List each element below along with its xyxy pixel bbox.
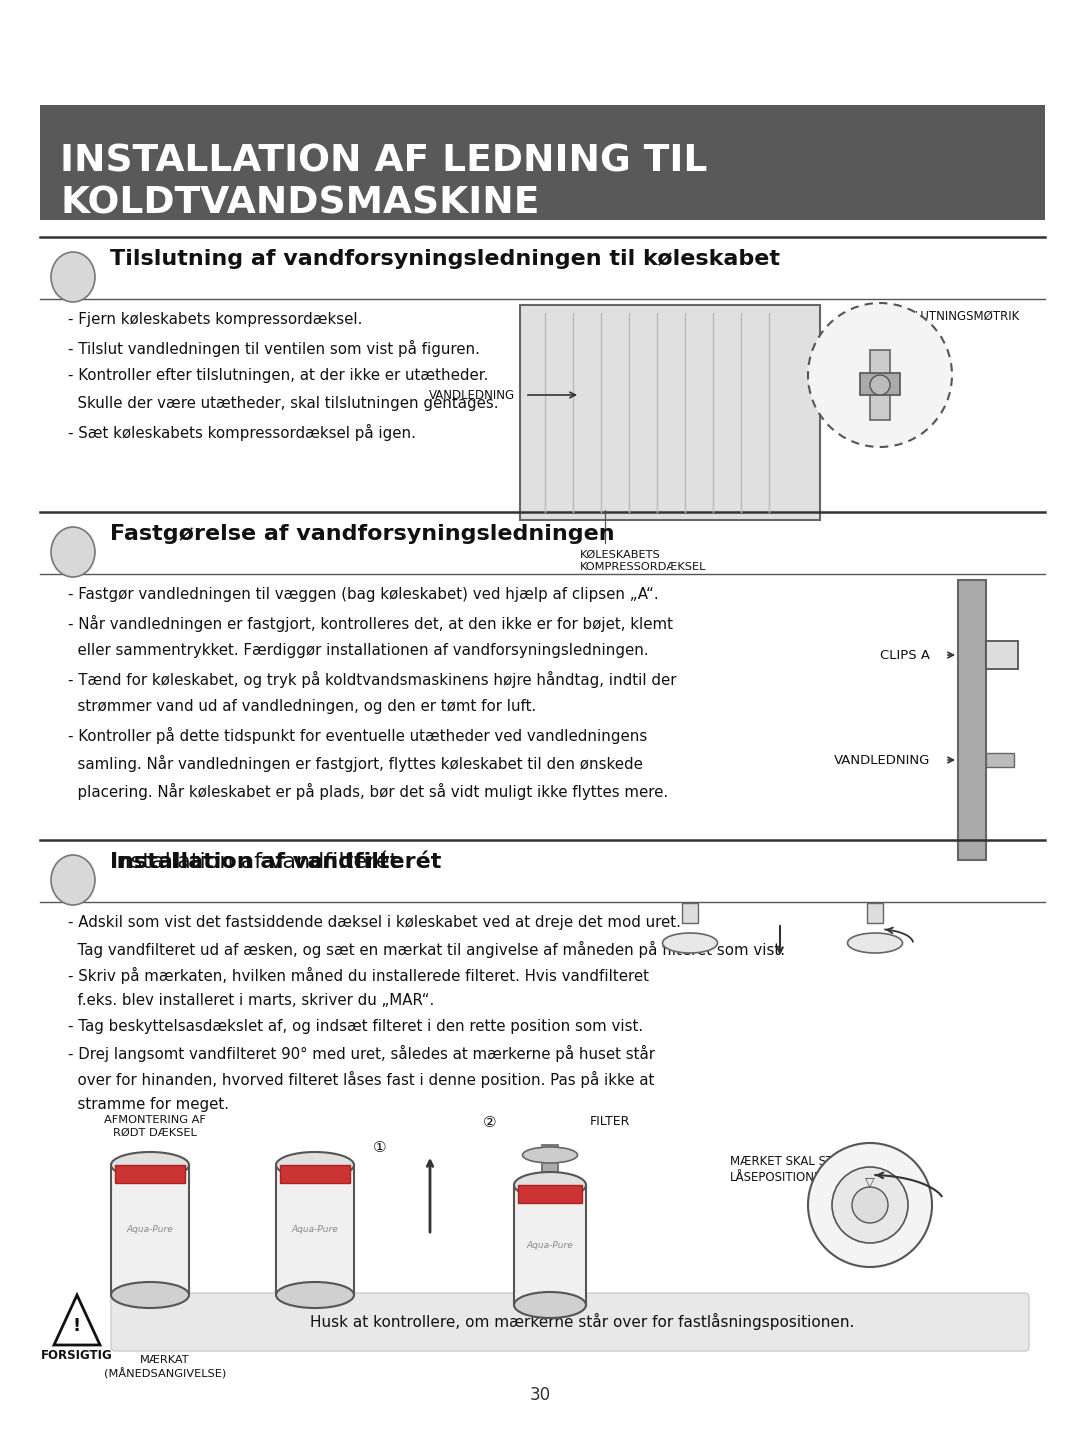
Ellipse shape <box>662 932 717 953</box>
Circle shape <box>808 303 951 447</box>
Ellipse shape <box>111 1151 189 1177</box>
Bar <box>958 580 986 860</box>
Text: f.eks. blev installeret i marts, skriver du „MAR“.: f.eks. blev installeret i marts, skriver… <box>68 993 434 1008</box>
Text: - Kontroller efter tilslutningen, at der ikke er utætheder.: - Kontroller efter tilslutningen, at der… <box>68 368 488 383</box>
Text: - Skriv på mærkaten, hvilken måned du installerede filteret. Hvis vandfilteret: - Skriv på mærkaten, hvilken måned du in… <box>68 967 649 985</box>
Text: ①: ① <box>374 1140 387 1156</box>
Text: MÆRKAT
(MÅNEDSANGIVELSE): MÆRKAT (MÅNEDSANGIVELSE) <box>104 1354 226 1379</box>
Bar <box>681 903 698 924</box>
Text: Tilslutning af vandforsyningsledningen til køleskabet: Tilslutning af vandforsyningsledningen t… <box>110 249 780 270</box>
Bar <box>40 104 1045 220</box>
Text: - Tænd for køleskabet, og tryk på koldtvandsmaskinens højre håndtag, indtil der: - Tænd for køleskabet, og tryk på koldtv… <box>68 671 676 687</box>
Text: samling. Når vandledningen er fastgjort, flyttes køleskabet til den ønskede: samling. Når vandledningen er fastgjort,… <box>68 755 643 771</box>
Bar <box>867 903 883 924</box>
Text: Aqua-Pure: Aqua-Pure <box>126 1225 174 1234</box>
Bar <box>542 1146 558 1174</box>
Text: INSTALLATION AF LEDNING TIL: INSTALLATION AF LEDNING TIL <box>60 144 707 178</box>
Text: FORSIGTIG: FORSIGTIG <box>41 1348 113 1362</box>
Ellipse shape <box>514 1172 586 1198</box>
Ellipse shape <box>111 1282 189 1308</box>
Circle shape <box>808 1143 932 1267</box>
Bar <box>276 1164 354 1295</box>
Bar <box>870 349 890 420</box>
Text: CLIPS A: CLIPS A <box>880 648 930 661</box>
Ellipse shape <box>523 1147 578 1163</box>
Bar <box>111 1164 189 1295</box>
Polygon shape <box>54 1295 100 1346</box>
Bar <box>514 1185 586 1305</box>
Text: MÆRKET SKAL STÅ OVER FOR
LÅSEPOSITIONEN.: MÆRKET SKAL STÅ OVER FOR LÅSEPOSITIONEN. <box>730 1156 905 1185</box>
Ellipse shape <box>51 526 95 577</box>
Text: - Sæt køleskabets kompressordæksel på igen.: - Sæt køleskabets kompressordæksel på ig… <box>68 423 416 441</box>
Text: - Adskil som vist det fastsiddende dæksel i køleskabet ved at dreje det mod uret: - Adskil som vist det fastsiddende dækse… <box>68 915 680 929</box>
Ellipse shape <box>848 932 903 953</box>
Text: 30: 30 <box>529 1386 551 1404</box>
Text: Aqua-Pure: Aqua-Pure <box>527 1241 573 1250</box>
Text: - Når vandledningen er fastgjort, kontrolleres det, at den ikke er for bøjet, kl: - Når vandledningen er fastgjort, kontro… <box>68 615 673 632</box>
Ellipse shape <box>514 1292 586 1318</box>
FancyBboxPatch shape <box>111 1293 1029 1351</box>
Ellipse shape <box>51 252 95 302</box>
Text: Skulle der være utætheder, skal tilslutningen gentages.: Skulle der være utætheder, skal tilslutn… <box>68 396 499 410</box>
Bar <box>860 373 900 394</box>
Text: - Fastgør vandledningen til væggen (bag køleskabet) ved hjælp af clipsen „A“.: - Fastgør vandledningen til væggen (bag … <box>68 587 659 602</box>
Text: strømmer vand ud af vandledningen, og den er tømt for luft.: strømmer vand ud af vandledningen, og de… <box>68 699 537 713</box>
Text: VANDLEDNING: VANDLEDNING <box>429 389 515 402</box>
Text: Tag vandfilteret ud af æsken, og sæt en mærkat til angivelse af måneden på filte: Tag vandfilteret ud af æsken, og sæt en … <box>68 941 785 958</box>
Text: Fastgørelse af vandforsyningsledningen: Fastgørelse af vandforsyningsledningen <box>110 523 615 544</box>
Text: - Fjern køleskabets kompressordæksel.: - Fjern køleskabets kompressordæksel. <box>68 312 363 328</box>
Circle shape <box>832 1167 908 1243</box>
Bar <box>114 1164 185 1183</box>
Text: - Tilslut vandledningen til ventilen som vist på figuren.: - Tilslut vandledningen til ventilen som… <box>68 339 480 357</box>
Text: - Drej langsomt vandfilteret 90° med uret, således at mærkerne på huset står: - Drej langsomt vandfilteret 90° med ure… <box>68 1045 654 1061</box>
Text: KOLDTVANDSMASKINE: KOLDTVANDSMASKINE <box>60 186 539 220</box>
Circle shape <box>852 1188 888 1222</box>
Text: VANDLEDNING: VANDLEDNING <box>834 754 930 767</box>
Bar <box>518 1185 582 1203</box>
Bar <box>280 1164 350 1183</box>
Text: Husk at kontrollere, om mærkerne står over for fastlåsningspositionen.: Husk at kontrollere, om mærkerne står ov… <box>310 1312 854 1330</box>
Text: - Tag beskyttelsasdækslet af, og indsæt filteret i den rette position som vist.: - Tag beskyttelsasdækslet af, og indsæt … <box>68 1019 643 1034</box>
Circle shape <box>870 376 890 394</box>
Ellipse shape <box>276 1151 354 1177</box>
Bar <box>519 304 820 521</box>
Text: eller sammentrykket. Færdiggør installationen af vandforsyningsledningen.: eller sammentrykket. Færdiggør installat… <box>68 642 649 658</box>
Ellipse shape <box>276 1282 354 1308</box>
Text: KØLESKABETS
KOMPRESSORDÆKSEL: KØLESKABETS KOMPRESSORDÆKSEL <box>580 550 706 573</box>
Text: stramme for meget.: stramme for meget. <box>68 1098 229 1112</box>
Bar <box>285 1292 345 1330</box>
Text: Installation af vandfilterét: Installation af vandfilterét <box>110 853 399 871</box>
Text: FILTER: FILTER <box>590 1115 631 1128</box>
Text: - Kontroller på dette tidspunkt for eventuelle utætheder ved vandledningens: - Kontroller på dette tidspunkt for even… <box>68 726 647 744</box>
Text: Aqua-Pure: Aqua-Pure <box>292 1225 338 1234</box>
Bar <box>986 753 1014 767</box>
Text: placering. Når køleskabet er på plads, bør det så vidt muligt ikke flyttes mere.: placering. Når køleskabet er på plads, b… <box>68 783 669 800</box>
Text: TILSLUTNINGSMØTRIK: TILSLUTNINGSMØTRIK <box>890 310 1020 323</box>
Text: ②: ② <box>483 1115 497 1130</box>
Text: over for hinanden, hvorved filteret låses fast i denne position. Pas på ikke at: over for hinanden, hvorved filteret låse… <box>68 1072 654 1088</box>
Bar <box>120 1292 180 1330</box>
Text: Installation af vandfilterét: Installation af vandfilterét <box>110 853 442 871</box>
Bar <box>986 641 1018 668</box>
Text: AFMONTERING AF
RØDT DÆKSEL: AFMONTERING AF RØDT DÆKSEL <box>104 1115 206 1137</box>
Ellipse shape <box>51 856 95 905</box>
Text: !: ! <box>73 1317 81 1335</box>
Text: ▽: ▽ <box>865 1176 875 1189</box>
